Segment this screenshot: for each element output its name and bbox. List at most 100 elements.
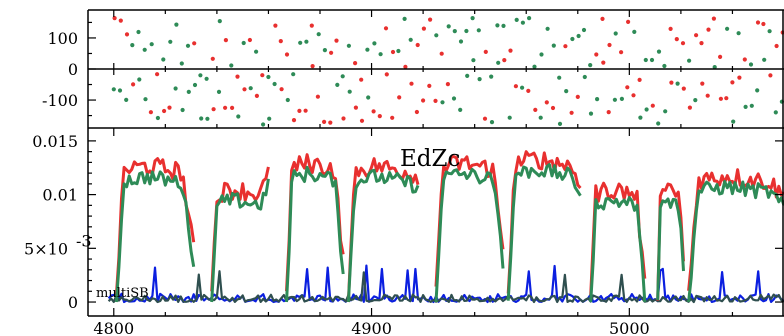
scatter-point (335, 82, 340, 87)
scatter-point (272, 81, 277, 87)
scatter-point (223, 38, 228, 43)
scatter-point (247, 37, 252, 43)
red-series-line (285, 153, 345, 292)
scatter-point (260, 73, 265, 78)
scatter-point (378, 52, 383, 57)
scatter-point (470, 16, 475, 21)
scatter-point (706, 27, 711, 32)
scatter-point (291, 72, 296, 77)
scatter-point (496, 60, 501, 65)
scatter-point (533, 107, 538, 112)
scatter-point (261, 122, 266, 127)
scatter-point (582, 74, 587, 80)
scatter-point (594, 52, 599, 57)
red-series-line (114, 157, 196, 295)
scatter-point (273, 23, 278, 28)
red-series-line (434, 155, 505, 287)
scatter-point (742, 57, 747, 62)
green-series-line (506, 163, 582, 301)
scatter-point (310, 64, 315, 69)
scatter-point (700, 81, 705, 86)
scatter-point (316, 32, 321, 37)
bottom-x-tick-label: 4800 (93, 319, 134, 336)
scatter-point (124, 97, 129, 102)
scatter-point (254, 93, 259, 98)
scatter-point (192, 41, 197, 46)
scatter-point (724, 96, 729, 101)
bottom-line-panel: 0 5×10 -3 0.01 0.015 4800 4900 5000 (24, 127, 784, 336)
scatter-point (601, 60, 606, 65)
green-series-line (346, 168, 420, 303)
scatter-point (179, 61, 184, 66)
scatter-point (130, 43, 135, 48)
scatter-point (365, 47, 370, 52)
top-scatter-panel: 100 0 -100 (42, 9, 784, 128)
scatter-point (680, 41, 686, 46)
scatter-point (644, 107, 649, 112)
scatter-point (694, 33, 699, 38)
scatter-point (383, 26, 389, 31)
scatter-point (304, 39, 309, 44)
scatter-point (712, 65, 717, 70)
bottom-y-tick-label: 5×10 (24, 239, 68, 258)
scatter-point (774, 43, 779, 49)
scatter-point (588, 111, 594, 116)
scatter-point (768, 73, 773, 78)
scatter-point (266, 74, 271, 80)
scatter-point (632, 29, 637, 34)
scatter-point (625, 85, 630, 90)
scatter-point (284, 52, 290, 57)
scatter-point (483, 49, 488, 55)
scatter-point (576, 33, 581, 39)
scatter-point (142, 47, 147, 52)
scatter-point (705, 93, 710, 98)
scatter-point (117, 88, 123, 93)
scatter-point (711, 16, 717, 21)
scatter-point (168, 39, 173, 44)
scatter-point (174, 22, 179, 27)
scatter-point (725, 26, 730, 31)
scatter-point (737, 75, 742, 80)
scatter-point (229, 63, 234, 68)
scatter-point (230, 105, 235, 110)
scatter-point (656, 49, 662, 54)
scatter-point (520, 20, 526, 25)
scatter-point (495, 23, 500, 28)
scatter-point (236, 114, 241, 119)
scatter-point (600, 16, 605, 21)
scatter-point (748, 62, 754, 67)
scatter-point (185, 43, 191, 48)
scatter-point (662, 63, 667, 69)
scatter-point (402, 16, 407, 21)
scatter-point (550, 105, 556, 111)
bottom-x-tick-label: 5000 (609, 319, 650, 336)
scatter-point (223, 105, 228, 110)
scatter-point (595, 97, 600, 102)
darkgray-series-line (107, 270, 784, 304)
scatter-point (445, 82, 450, 87)
scatter-point (446, 24, 451, 29)
scatter-point (613, 31, 618, 36)
scatter-point (501, 23, 506, 28)
scatter-point (520, 85, 525, 90)
scatter-point (434, 33, 439, 38)
scatter-point (508, 48, 513, 53)
scatter-point (390, 115, 395, 120)
scatter-point (477, 77, 482, 82)
scatter-point (502, 58, 507, 63)
scatter-point (687, 58, 692, 63)
scatter-point (118, 18, 123, 23)
scatter-point (668, 26, 673, 31)
scatter-point (650, 103, 655, 108)
scatter-point (384, 72, 389, 77)
scatter-point (606, 110, 611, 115)
scatter-point (731, 119, 736, 124)
scatter-point (396, 48, 401, 54)
scatter-point (539, 52, 544, 57)
scatter-point (761, 21, 766, 27)
scatter-point (718, 96, 724, 101)
scatter-point (217, 19, 222, 24)
scatter-point (421, 98, 426, 103)
bottom-y-tick-label: 0.015 (32, 132, 78, 151)
green-series-line (434, 167, 505, 303)
